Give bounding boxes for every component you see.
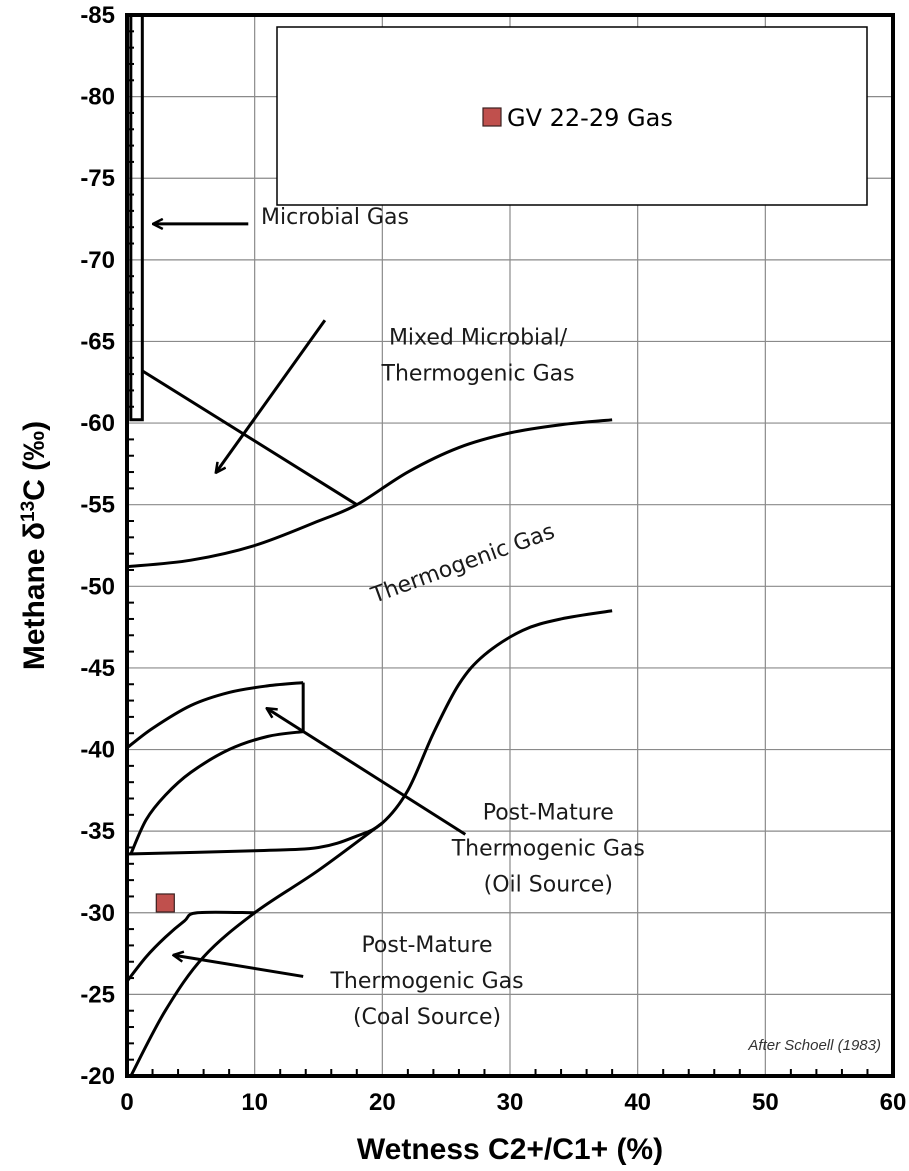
arrow-coal [174,955,304,978]
y-tick-label: -50 [80,573,115,600]
outline-coal-upper [125,910,255,983]
y-tick-label: -85 [80,2,115,29]
field-outlines [125,15,613,1077]
data-points [155,893,175,913]
legend-label: GV 22-29 Gas [507,104,673,132]
annotation-line: Post-Mature [483,801,614,826]
x-tick-label: 10 [241,1089,268,1116]
y-tick-label: -35 [80,818,115,845]
arrow-oil [267,709,467,836]
annotation-line: Microbial Gas [261,205,409,230]
x-tick-label: 0 [120,1089,133,1116]
y-tick-label: -40 [80,737,115,764]
arrow-mixed [216,319,327,472]
y-tick-label: -75 [80,165,115,192]
outline-oil-upper [126,681,304,750]
axis-ticks: 0 10 20 30 40 50 60 -20 -25 -30 -35 -40 -45 -50 -55 -60… [80,2,906,1116]
y-tick-label: -65 [80,328,115,355]
annotation-line: Mixed Microbial/ [389,326,568,351]
y-tick-label: -25 [80,981,115,1008]
annotation-microbial: Microbial Gas [261,205,409,230]
annotation-oil: Post-Mature Thermogenic Gas (Oil Source) [451,801,645,898]
annotation-line: (Oil Source) [484,873,613,898]
x-tick-label: 40 [624,1089,651,1116]
data-point [155,893,175,913]
outline-mixed-line [141,369,358,506]
y-axis-title: Methane δ13C (‰) [18,421,52,670]
legend: GV 22-29 Gas [276,26,868,206]
annotation-line: Thermogenic Gas [381,362,575,387]
y-tick-label: -45 [80,655,115,682]
outline-coal-lower [129,821,384,1077]
y-tick-label: -55 [80,492,115,519]
outline-microbial-boundary [129,15,144,422]
y-tick-label: -80 [80,84,115,111]
y-tick-label: -30 [80,900,115,927]
x-tick-label: 30 [497,1089,524,1116]
x-tick-label: 20 [369,1089,396,1116]
y-axis-title-main: Methane δ [18,522,51,670]
y-tick-label: -70 [80,247,115,274]
legend-marker [482,107,502,127]
y-axis-title-tail: C (‰) [18,421,51,501]
annotation-coal: Post-Mature Thermogenic Gas (Coal Source) [329,933,523,1030]
outline-oil-inner [129,730,304,855]
annotation-line: Thermogenic Gas [329,969,523,994]
y-tick-label: -60 [80,410,115,437]
annotation-line: Post-Mature [361,933,492,958]
plot-frame [125,13,895,1078]
outline-thermogenic-lower [126,609,613,856]
credit-note: After Schoell (1983) [747,1037,881,1054]
annotation-arrows [154,224,467,978]
y-axis-title-superscript: 13 [18,501,39,522]
outline-thermogenic-upper [126,418,613,569]
y-tick-label: -20 [80,1063,115,1090]
x-tick-label: 50 [752,1089,779,1116]
legend-box [276,26,868,206]
x-axis-title: Wetness C2+/C1+ (%) [357,1133,663,1166]
annotation-mixed: Mixed Microbial/Thermogenic Gas [381,326,575,387]
annotation-line: Thermogenic Gas [451,837,645,862]
annotation-line: (Coal Source) [353,1005,501,1030]
x-tick-label: 60 [880,1089,907,1116]
